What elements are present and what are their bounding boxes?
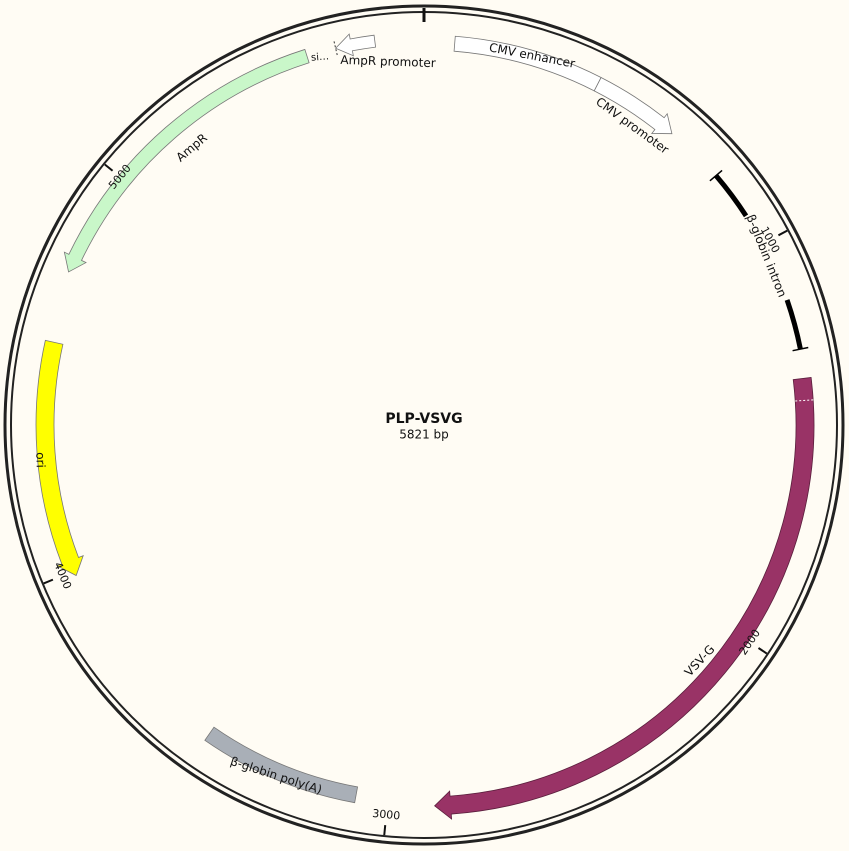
segment-divider [795,399,814,402]
beta-globin-polya [204,726,359,804]
features [35,33,815,820]
feature-label: AmpR [173,131,209,165]
feature-label: ori [33,452,48,468]
ori [35,339,84,577]
ampr [63,48,310,273]
intron-cap [709,169,723,182]
feature-label: si… [311,51,330,64]
tick-mark [104,163,114,172]
intron-arc [784,299,803,350]
intron-arc [714,173,749,218]
backbone-outer [3,4,845,846]
tick-label: 3000 [372,807,401,823]
intron-cap [792,346,809,352]
vsv-g [434,377,815,820]
plasmid-name: PLP-VSVG [385,411,462,427]
plasmid-size: 5821 bp [399,428,449,442]
ampr-promoter [334,33,377,57]
cmv-enhancer [453,35,602,92]
cmv-promoter [593,76,673,135]
tick-mark [777,229,788,237]
tick-mark [757,647,768,655]
tick-mark [383,825,387,836]
tick-mark [43,578,54,585]
feature-label: AmpR promoter [340,53,436,70]
